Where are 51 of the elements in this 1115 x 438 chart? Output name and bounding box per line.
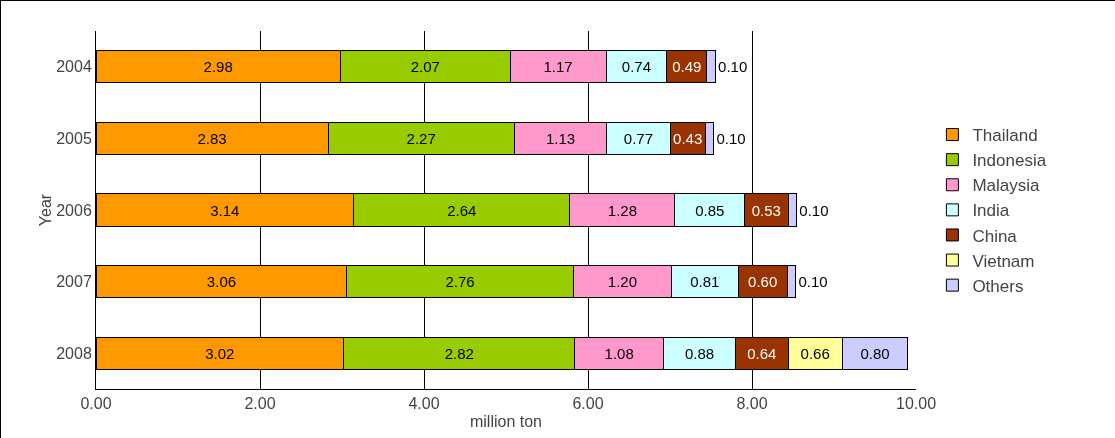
y-tick-label: 2006: [56, 201, 92, 219]
x-tick-label: 8.00: [736, 395, 768, 413]
data-label: 0.10: [799, 201, 829, 219]
data-label: 0.80: [860, 344, 890, 362]
legend-label: Thailand: [972, 126, 1038, 146]
data-label: 1.08: [604, 344, 634, 362]
legend-label: Malaysia: [972, 176, 1041, 196]
data-label: 0.85: [695, 201, 725, 219]
y-axis-title: Year: [37, 193, 55, 227]
x-tick-label: 6.00: [572, 395, 604, 413]
data-label: 1.20: [607, 273, 638, 291]
data-label: 2.07: [410, 58, 440, 76]
data-label: 2.98: [203, 58, 233, 76]
data-label: 0.10: [798, 273, 828, 291]
data-label: 3.02: [205, 344, 235, 362]
data-label: 0.81: [690, 273, 720, 291]
data-label: 0.88: [684, 344, 715, 362]
legend-label: Vietnam: [972, 251, 1035, 271]
data-label: 0.43: [673, 129, 703, 147]
data-label: 2.83: [197, 129, 227, 147]
legend-label: India: [972, 201, 1010, 221]
data-label: 0.77: [623, 129, 654, 147]
data-label: 0.53: [751, 201, 781, 219]
x-axis-title: million ton: [469, 412, 543, 430]
data-label: 2.27: [406, 129, 436, 147]
y-tick-label: 2008: [56, 344, 92, 362]
data-label: 0.10: [718, 58, 748, 76]
data-label: 1.17: [543, 58, 573, 76]
data-label: 0.64: [747, 344, 777, 362]
y-tick-label: 2007: [56, 273, 92, 291]
legend-label: Indonesia: [972, 151, 1047, 171]
x-tick-label: 2.00: [244, 395, 276, 413]
data-label: 2.64: [447, 201, 477, 219]
data-label: 3.06: [206, 273, 237, 291]
data-label: 0.10: [716, 129, 746, 147]
data-label: 1.13: [545, 129, 576, 147]
data-label: 0.66: [800, 344, 830, 362]
legend-label: China: [972, 226, 1018, 246]
legend-label: Others: [972, 276, 1024, 296]
x-tick-label: 4.00: [408, 395, 440, 413]
data-label: 3.14: [210, 201, 240, 219]
y-tick-label: 2004: [56, 58, 92, 76]
data-label: 2.76: [445, 273, 475, 291]
data-label: 2.82: [444, 344, 474, 362]
x-tick-label: 0.00: [80, 395, 112, 413]
data-label: 0.49: [672, 58, 702, 76]
data-label: 0.60: [748, 273, 778, 291]
y-tick-label: 2005: [56, 130, 92, 147]
x-tick-label: 10.00: [895, 395, 937, 413]
data-label: 0.74: [621, 58, 651, 76]
data-label: 1.28: [607, 201, 638, 219]
